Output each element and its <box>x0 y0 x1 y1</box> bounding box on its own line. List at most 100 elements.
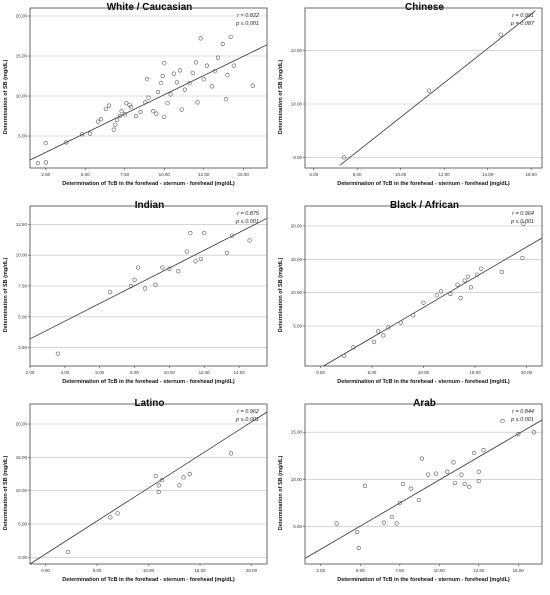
data-point <box>362 483 368 488</box>
x-tick-label: 10.00 <box>164 370 176 375</box>
data-point <box>111 127 116 132</box>
x-tick-label: 6.00 <box>309 172 318 177</box>
x-tick-label: 14.00 <box>233 370 245 375</box>
data-point <box>117 113 123 119</box>
y-tick-label: 12.50 <box>16 222 28 227</box>
y-axis-label: Determination of SB (mg/dL) <box>278 455 284 531</box>
data-point <box>355 529 360 535</box>
chart-title: Indian <box>134 200 165 211</box>
data-point <box>228 451 234 456</box>
y-tick-label: 15.00 <box>16 455 28 460</box>
x-tick-label: 7.50 <box>395 568 404 573</box>
data-point <box>481 448 486 453</box>
data-point <box>160 265 165 270</box>
data-point <box>119 109 124 114</box>
data-point <box>224 250 230 255</box>
data-point <box>202 230 207 236</box>
correlation-r: r = 0.962 <box>237 409 259 415</box>
y-tick-label: 2.50 <box>18 345 27 350</box>
data-point <box>128 283 134 289</box>
data-point <box>342 155 347 160</box>
regression-line <box>29 44 268 161</box>
data-point <box>434 293 439 298</box>
data-point <box>188 230 193 236</box>
regression-line <box>339 10 536 166</box>
data-point <box>521 221 526 227</box>
data-point <box>190 70 195 75</box>
y-axis-label: Determination of SB (mg/dL) <box>278 257 284 333</box>
data-point <box>143 100 148 105</box>
data-point <box>458 295 463 301</box>
data-point <box>159 477 164 483</box>
y-tick-label: 10.00 <box>291 477 303 482</box>
data-point <box>209 84 214 89</box>
data-point <box>103 106 108 111</box>
data-point <box>187 471 192 477</box>
data-point <box>187 81 192 86</box>
correlation-r: r = 0.875 <box>237 211 259 217</box>
chart-panel: Indian r = 0.875 p ≤ 0.001 2.00 4.00 6.00 8… <box>0 198 275 396</box>
data-point <box>223 97 229 102</box>
chart-title: White / Caucasian <box>106 2 193 13</box>
data-point <box>201 77 206 82</box>
x-tick-label: 20.00 <box>521 370 533 375</box>
chart-title: Chinese <box>405 2 444 13</box>
data-point <box>181 475 186 480</box>
x-tick-label: 7.50 <box>120 172 129 177</box>
x-tick-label: 6.00 <box>95 370 104 375</box>
data-point <box>80 132 85 137</box>
data-point <box>459 472 464 477</box>
data-point <box>476 469 481 474</box>
data-point <box>479 266 484 271</box>
data-point <box>356 545 361 551</box>
x-tick-label: 12.00 <box>199 370 211 375</box>
y-tick-label: 20.00 <box>16 422 28 427</box>
data-point <box>408 486 413 491</box>
data-point <box>471 450 477 456</box>
data-point <box>397 500 402 505</box>
p-value: p ≤ 0.001 <box>511 417 534 423</box>
data-point <box>195 100 200 105</box>
data-point <box>465 274 470 279</box>
data-point <box>532 430 537 435</box>
data-point <box>108 290 113 295</box>
x-tick-label: 0.00 <box>41 568 50 573</box>
data-point <box>135 265 141 270</box>
data-point <box>146 95 151 100</box>
data-point <box>113 122 118 127</box>
data-point <box>198 36 203 41</box>
x-tick-label: 2.50 <box>316 568 325 573</box>
data-point <box>193 60 198 65</box>
data-point <box>156 483 161 488</box>
data-point <box>66 549 71 555</box>
data-point <box>174 80 180 85</box>
data-point <box>144 77 150 82</box>
correlation-r: r = 0.991 <box>512 13 534 19</box>
data-point <box>230 233 235 238</box>
data-point <box>389 514 394 520</box>
x-tick-label: 5.00 <box>81 172 90 177</box>
x-tick-label: 5.00 <box>368 370 377 375</box>
data-point <box>108 515 113 520</box>
chart-title: Black / African <box>389 200 460 211</box>
data-point <box>179 107 184 112</box>
data-point <box>215 55 221 60</box>
data-point <box>445 469 450 474</box>
plot-frame <box>304 403 543 565</box>
chart-panel: Chinese r = 0.991 p = 0.087 6.00 8.00 10.0… <box>275 0 550 198</box>
data-point <box>467 484 472 489</box>
data-point <box>381 520 387 525</box>
x-tick-label: 0.00 <box>316 370 325 375</box>
data-point <box>212 69 217 74</box>
y-axis-label: Determination of SB (mg/dL) <box>3 257 9 333</box>
data-point <box>351 345 356 350</box>
data-point <box>434 471 439 476</box>
data-point <box>250 83 255 88</box>
x-tick-label: 15.00 <box>513 568 525 573</box>
data-point <box>462 481 467 487</box>
data-point <box>448 291 453 297</box>
data-point <box>162 61 167 66</box>
data-point <box>95 119 101 124</box>
p-value: p ≤ 0.001 <box>236 417 259 423</box>
data-point <box>122 112 127 117</box>
